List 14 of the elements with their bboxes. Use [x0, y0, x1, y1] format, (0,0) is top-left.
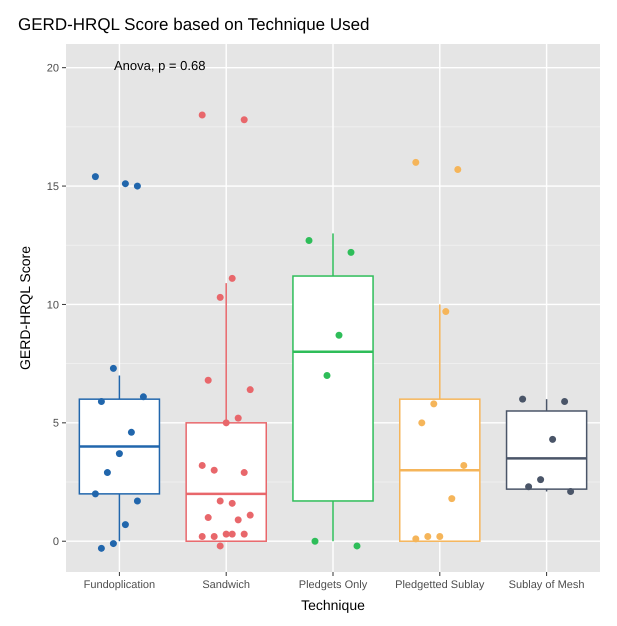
x-tick-label: Pledgetted Sublay [395, 579, 485, 591]
y-tick-label: 15 [46, 180, 59, 193]
x-tick-label: Pledgets Only [298, 579, 368, 591]
x-axis-title: Technique [301, 597, 366, 613]
y-tick-label: 0 [52, 536, 59, 548]
y-tick-label: 5 [52, 418, 59, 430]
x-tick-label: Sandwich [202, 579, 250, 591]
x-tick-label: Fundoplication [84, 579, 156, 591]
y-tick-label: 20 [46, 62, 59, 75]
y-tick-label: 10 [46, 299, 59, 312]
y-axis-title: GERD-HRQL Score [17, 246, 33, 370]
annotation: Anova, p = 0.68 [114, 58, 206, 73]
x-tick-label: Sublay of Mesh [508, 579, 585, 591]
chart-title: GERD-HRQL Score based on Technique Used [18, 15, 370, 34]
